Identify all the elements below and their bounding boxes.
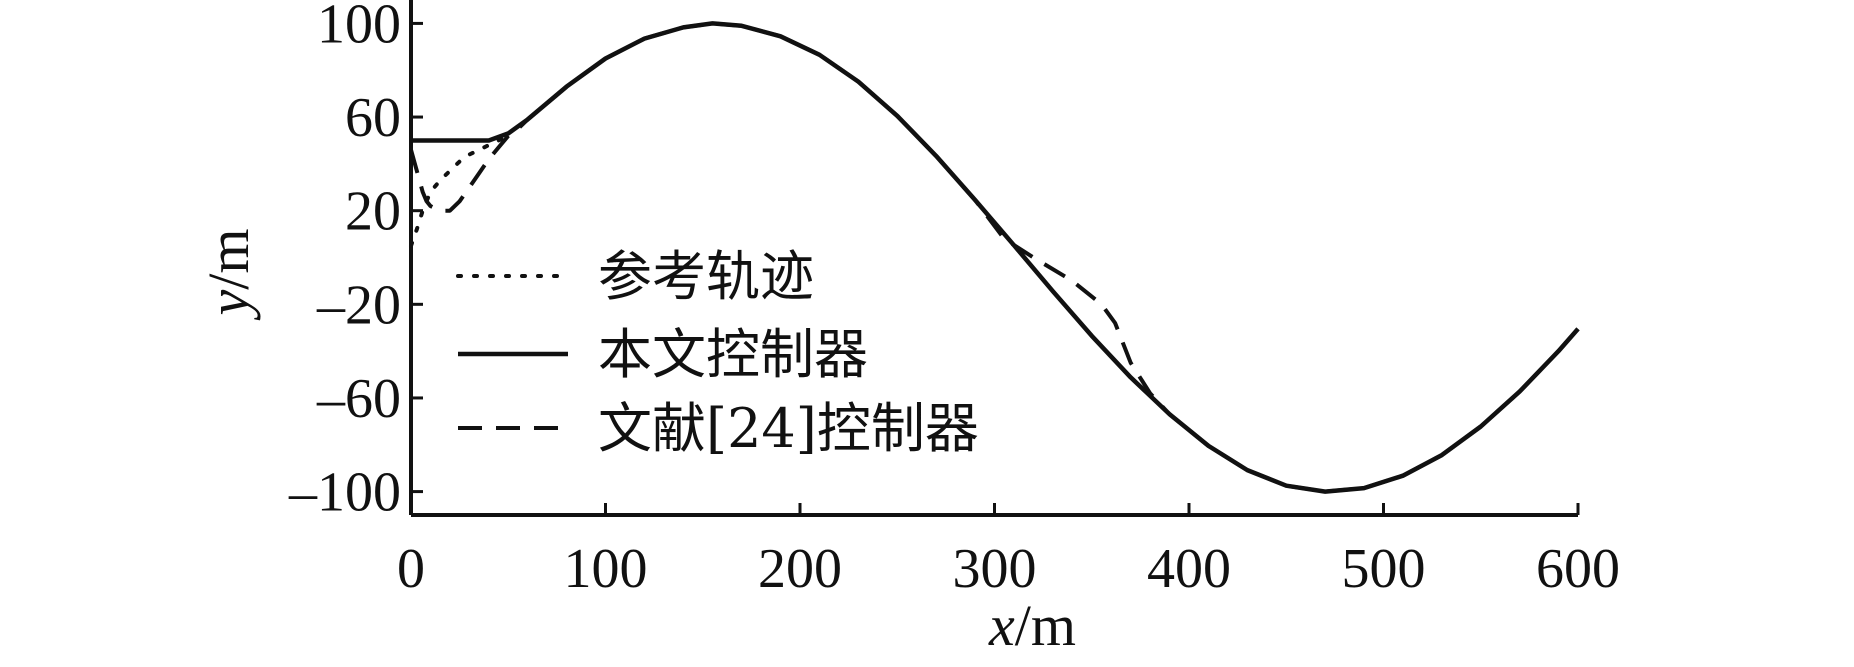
x-tick-label: 0 xyxy=(397,538,425,600)
x-tick-label: 300 xyxy=(953,538,1037,600)
legend-label-3: 文献[24]控制器 xyxy=(598,397,979,460)
series-line-1 xyxy=(409,133,511,248)
y-tick-label: –100 xyxy=(288,462,401,524)
x-tick-label: 600 xyxy=(1536,538,1620,600)
x-axis-label: x/m xyxy=(988,593,1076,658)
axes: 0 100 200 300 400 500 600 100 60 20 –20 –60 –100 x/m y… xyxy=(196,0,1620,658)
y-tick-label: 20 xyxy=(345,181,401,243)
legend-label-2: 本文控制器 xyxy=(598,323,868,386)
x-tick-label: 200 xyxy=(758,538,842,600)
series-line-3 xyxy=(409,21,1580,494)
y-tick-label: 100 xyxy=(317,0,401,55)
x-tick-label: 400 xyxy=(1147,538,1231,600)
y-axis-label: y/m xyxy=(196,229,261,321)
series-line-2 xyxy=(411,21,1580,494)
x-tick-label: 100 xyxy=(564,538,648,600)
y-tick-label: –60 xyxy=(316,368,401,430)
legend-label-1: 参考轨迹 xyxy=(598,245,814,308)
y-tick-label: 60 xyxy=(345,87,401,149)
y-tick-label: –20 xyxy=(316,274,401,336)
x-tick-label: 500 xyxy=(1342,538,1426,600)
series-layer xyxy=(409,21,1580,494)
